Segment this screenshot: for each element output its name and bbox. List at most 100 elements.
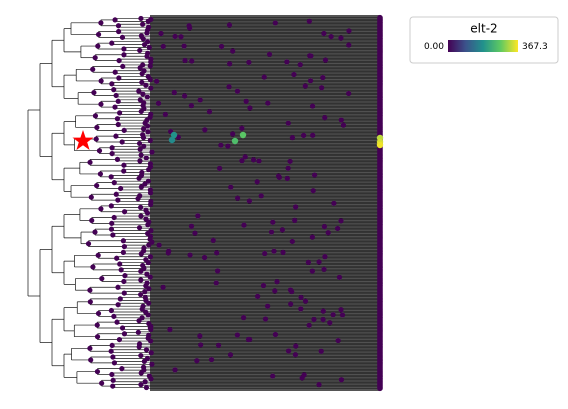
cell-dot [226,84,232,90]
cell-dot [108,226,115,232]
cell-dot [243,98,249,104]
cell-dot [136,175,142,181]
cell-dot [138,352,144,359]
cell-dot [226,22,233,28]
cell-dot [143,155,149,161]
cell-dot [194,358,200,364]
cell-dot [145,178,151,184]
cell-dot [118,267,124,273]
colorbar [448,40,518,52]
cell-dot [99,275,105,282]
cell-dot [285,120,291,126]
cell-dot [144,53,150,59]
cell-dot [302,298,309,304]
cell-dot [292,352,299,358]
cell-dot [137,47,143,54]
cell-dot [145,312,151,318]
cell-dot [121,168,127,174]
cell-dot [148,85,154,91]
cell-dot [109,145,115,151]
cell-dot [145,259,151,266]
cell-dot [279,227,285,233]
cell-dot [338,218,344,224]
cell-dot [139,306,145,312]
cell-dot [138,277,144,283]
cell-dot [147,325,153,331]
cell-dot [272,288,278,294]
highlighted-cell [376,141,384,149]
cell-dot [271,248,277,254]
cell-dot [99,380,105,386]
cell-dot [136,140,143,147]
cell-dot [111,214,117,221]
cell-dot [147,338,154,344]
cell-dot [115,197,121,203]
cell-dot [320,75,326,81]
cell-dot [148,59,154,65]
cell-dot [336,274,343,280]
cell-dot [98,20,104,26]
cell-dot [266,51,273,57]
cell-dot [320,308,326,314]
cell-dot [115,98,121,104]
colorbar-min: 0.00 [424,42,444,52]
cell-dot [318,348,324,354]
cell-dot [92,55,98,61]
cell-dot [144,94,150,100]
cell-dot [109,150,115,157]
cell-dot [234,88,241,94]
cell-dot [148,16,154,22]
cell-dot [293,204,299,210]
cell-dot [206,109,213,115]
cell-dot [235,195,241,201]
cell-dot [213,280,219,286]
cell-dot [119,139,125,145]
cell-dot [325,230,331,236]
cell-dot [140,91,146,97]
cell-dot [121,243,127,250]
cell-dot [138,184,144,190]
cell-dot [285,348,292,354]
cell-dot [338,35,344,41]
cell-dot [156,242,162,248]
cell-dot [146,300,152,306]
cell-dot [214,250,220,256]
cell-dot [139,79,145,85]
cell-dot [147,63,153,69]
cell-dot [87,287,93,293]
cell-dot [275,173,282,179]
cell-dot [310,132,316,138]
cell-dot [109,81,115,87]
cell-dot [108,203,114,209]
cell-dot [115,28,122,35]
cell-dot [138,370,144,376]
cell-dot [171,89,177,96]
cell-dot [272,331,279,338]
cell-dot [321,223,328,230]
cell-dot [114,116,121,122]
cell-dot [144,30,150,36]
cell-dot [138,268,144,274]
cell-dot [234,332,240,338]
cell-dot [346,42,352,48]
cell-dot [255,293,261,300]
cell-dot [147,274,153,280]
cell-dot [241,222,247,228]
cell-dot [122,273,128,279]
cell-dot [335,225,341,232]
cell-dot [111,87,117,93]
cell-dot [208,356,215,363]
cell-dot [92,113,99,119]
cell-dot [210,237,216,243]
cell-dot [121,46,127,52]
cell-dot [285,165,291,171]
cell-dot [138,204,144,210]
cell-dot [111,313,117,319]
cell-dot [110,383,116,389]
cell-dot [197,97,203,103]
cell-dot [142,289,148,295]
cell-dot [218,43,225,50]
cell-dot [119,34,126,40]
cell-dot [95,310,102,317]
